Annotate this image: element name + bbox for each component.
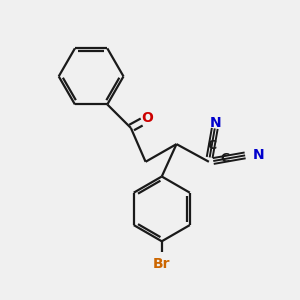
Text: O: O [142, 111, 154, 124]
Text: C: C [220, 152, 230, 166]
Text: N: N [252, 148, 264, 162]
Text: C: C [207, 139, 216, 152]
Text: N: N [210, 116, 221, 130]
Text: Br: Br [153, 256, 170, 271]
